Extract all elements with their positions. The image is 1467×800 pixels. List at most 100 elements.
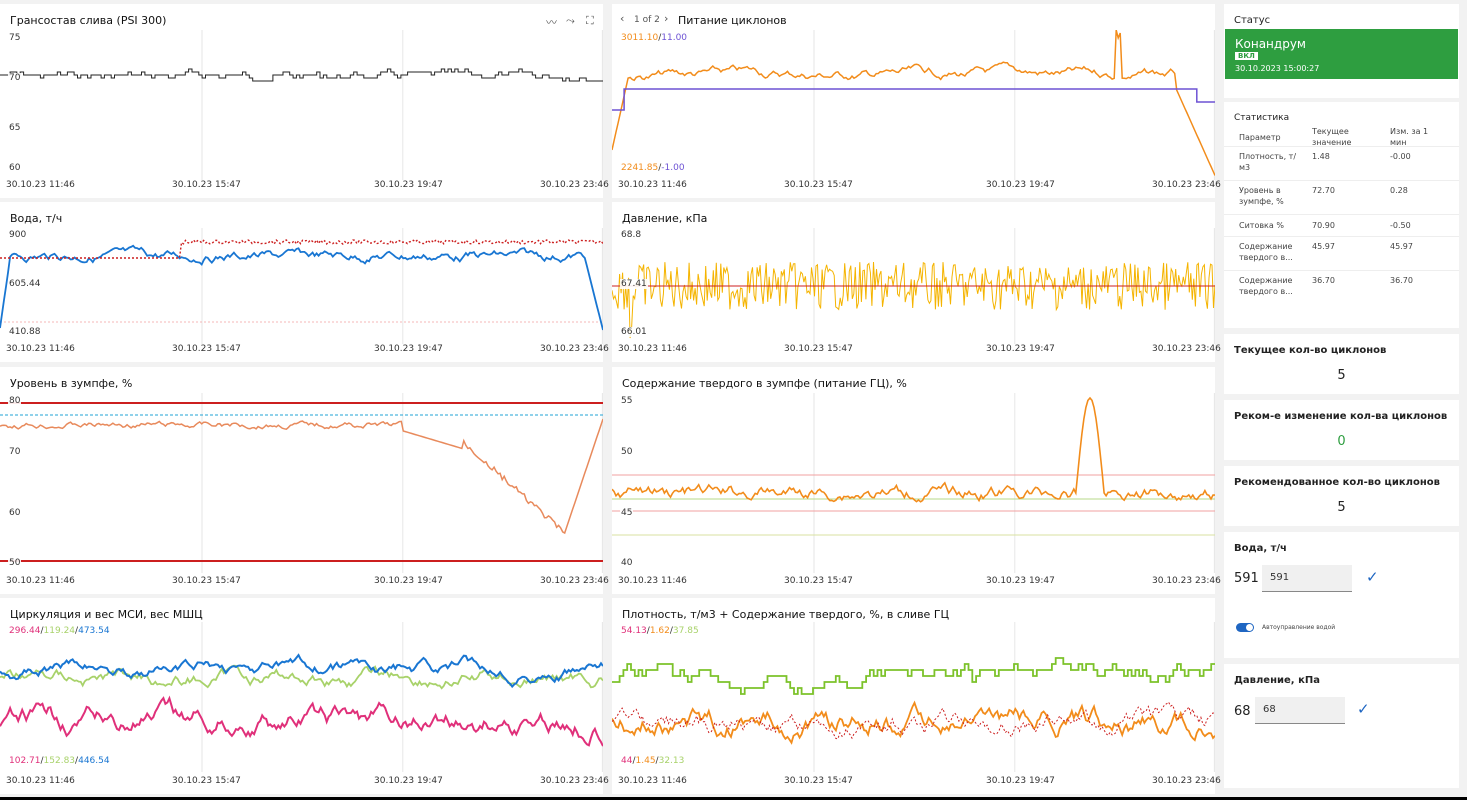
pressure-input[interactable]: 68	[1255, 697, 1345, 724]
series-min-a: 2241.85	[621, 163, 659, 173]
x-tick: 30.10.23 15:47	[784, 344, 853, 354]
stat-change: -0.50	[1390, 221, 1411, 230]
fullscreen-icon[interactable]: ⛶	[586, 14, 594, 27]
chart-plot	[0, 228, 603, 344]
cyclones-change-value: 0	[1337, 434, 1346, 449]
x-axis: 30.10.23 11:46 30.10.23 15:47 30.10.23 1…	[0, 576, 609, 588]
x-tick: 30.10.23 15:47	[784, 576, 853, 586]
stat-param: Ситовка %	[1239, 221, 1284, 230]
compare-icon[interactable]: ⤳	[566, 14, 575, 27]
x-tick: 30.10.23 15:47	[172, 776, 241, 786]
chart-panel-circulation: Циркуляция и вес МСИ, вес МШЦ 296.44/119…	[0, 598, 609, 794]
pressure-title: Давление, кПа	[1234, 675, 1320, 686]
stat-param: Содержание твердого в...	[1239, 276, 1293, 296]
chart-panel-cyclone-feed: ‹ 1 of 2 › Питание циклонов 3011.10/11.0…	[612, 4, 1221, 198]
series-min-b: -1.00	[661, 163, 685, 173]
series-max-a: 54.13	[621, 626, 647, 636]
series-c-line	[612, 657, 1215, 695]
series-max-c: 473.54	[78, 626, 110, 636]
cyclones-recommended-title: Рекомендованное кол-во циклонов	[1234, 477, 1440, 488]
stats-row: Уровень в зумпфе, % 72.70 0.28	[1224, 182, 1459, 215]
water-auto-label: Автоуправление водой	[1262, 624, 1336, 631]
stat-value: 72.70	[1312, 186, 1335, 195]
x-axis: 30.10.23 11:46 30.10.23 15:47 30.10.23 1…	[612, 576, 1221, 588]
chart-title: Уровень в зумпфе, %	[10, 377, 133, 390]
series-min-a: 102.71	[9, 756, 41, 766]
x-tick: 30.10.23 23:46	[540, 776, 609, 786]
water-series-line	[0, 244, 603, 331]
chevron-right-icon[interactable]: ›	[664, 12, 669, 25]
toggle-knob	[1246, 624, 1253, 631]
x-axis: 30.10.23 11:46 30.10.23 15:47 30.10.23 1…	[612, 344, 1221, 356]
x-axis: 30.10.23 11:46 30.10.23 15:47 30.10.23 1…	[612, 776, 1221, 788]
chart-panel-sump-solids: Содержание твердого в зумпфе (питание ГЦ…	[612, 367, 1221, 594]
header-value: Текущее значение	[1312, 127, 1352, 146]
stats-row: Содержание твердого в... 36.70 36.70	[1224, 272, 1459, 304]
series-min-readout: 44/1.45/32.13	[620, 756, 686, 766]
water-title: Вода, т/ч	[1234, 543, 1287, 554]
x-tick: 30.10.23 23:46	[540, 344, 609, 354]
x-tick: 30.10.23 23:46	[1152, 776, 1221, 786]
x-axis: 30.10.23 11:46 30.10.23 15:47 30.10.23 1…	[0, 776, 609, 788]
x-tick: 30.10.23 23:46	[1152, 576, 1221, 586]
chart-title: Грансостав слива (PSI 300)	[10, 14, 167, 27]
status-banner[interactable]: Конандрум ВКЛ 30.10.2023 15:00:27	[1225, 29, 1458, 79]
x-tick: 30.10.23 15:47	[172, 344, 241, 354]
water-input[interactable]: 591	[1262, 565, 1352, 592]
series-min-b: 1.45	[635, 756, 656, 766]
x-tick: 30.10.23 19:47	[986, 776, 1055, 786]
series-max-readout: 296.44/119.24/473.54	[8, 626, 111, 636]
x-tick: 30.10.23 19:47	[374, 180, 443, 190]
chart-title: Давление, кПа	[622, 212, 708, 225]
series-b-line	[0, 664, 603, 690]
check-icon[interactable]: ✓	[1357, 700, 1370, 718]
stat-value: 70.90	[1312, 221, 1335, 230]
chart-panel-water: Вода, т/ч 900 605.44 410.88 30.10.23 11:…	[0, 202, 609, 362]
line-chart-icon[interactable]: 〰	[546, 16, 557, 29]
x-tick: 30.10.23 11:46	[6, 180, 75, 190]
chart-plot	[612, 622, 1215, 772]
status-card: Статус Конандрум ВКЛ 30.10.2023 15:00:27	[1224, 4, 1459, 98]
stats-header: Параметр Текущее значение Изм. за 1 мин	[1224, 126, 1459, 147]
chevron-left-icon[interactable]: ‹	[620, 12, 625, 25]
x-tick: 30.10.23 11:46	[618, 776, 687, 786]
y-tick: 68.8	[620, 230, 643, 240]
bottom-edge	[0, 797, 1467, 800]
stats-row: Ситовка % 70.90 -0.50	[1224, 216, 1459, 237]
pager-text: 1 of 2	[634, 15, 660, 25]
pressure-control-card: Давление, кПа 68 68 ✓	[1224, 664, 1459, 788]
x-tick: 30.10.23 19:47	[374, 344, 443, 354]
status-badge: ВКЛ	[1235, 52, 1258, 60]
x-tick: 30.10.23 19:47	[986, 576, 1055, 586]
x-tick: 30.10.23 19:47	[374, 576, 443, 586]
stats-title: Статистика	[1234, 113, 1290, 123]
chart-title: Содержание твердого в зумпфе (питание ГЦ…	[622, 377, 907, 390]
check-icon[interactable]: ✓	[1366, 568, 1379, 586]
y-tick: 80	[8, 396, 22, 406]
series-min-readout: 102.71/152.83/446.54	[8, 756, 111, 766]
cyclones-change-title: Реком-е изменение кол-ва циклонов	[1234, 411, 1448, 422]
chart-panel-sump-level: Уровень в зумпфе, % 80 70 60 50 30.10.23…	[0, 367, 609, 594]
series-min-c: 32.13	[658, 756, 685, 766]
x-tick: 30.10.23 11:46	[618, 180, 687, 190]
chart-plot	[612, 393, 1215, 573]
x-tick: 30.10.23 15:47	[172, 576, 241, 586]
y-tick: 50	[8, 558, 22, 568]
chart-plot	[0, 30, 603, 180]
y-tick: 410.88	[8, 327, 42, 337]
pressure-current-value: 68	[1234, 704, 1251, 719]
stat-value: 36.70	[1312, 276, 1335, 285]
solids-series-line	[612, 396, 1215, 503]
x-tick: 30.10.23 19:47	[986, 180, 1055, 190]
series-max-readout: 3011.10/11.00	[620, 33, 689, 43]
cyclones-current-card: Текущее кол-во циклонов 5	[1224, 334, 1459, 394]
water-auto-toggle[interactable]	[1236, 623, 1254, 632]
stat-param: Плотность, т/м3	[1239, 152, 1297, 172]
stat-value: 45.97	[1312, 242, 1335, 251]
status-name: Конандрум	[1235, 37, 1306, 51]
x-tick: 30.10.23 11:46	[6, 576, 75, 586]
y-tick: 55	[620, 396, 634, 406]
stat-change: -0.00	[1390, 152, 1411, 161]
y-tick: 45	[620, 508, 634, 518]
series-min-a: 44	[621, 756, 633, 766]
